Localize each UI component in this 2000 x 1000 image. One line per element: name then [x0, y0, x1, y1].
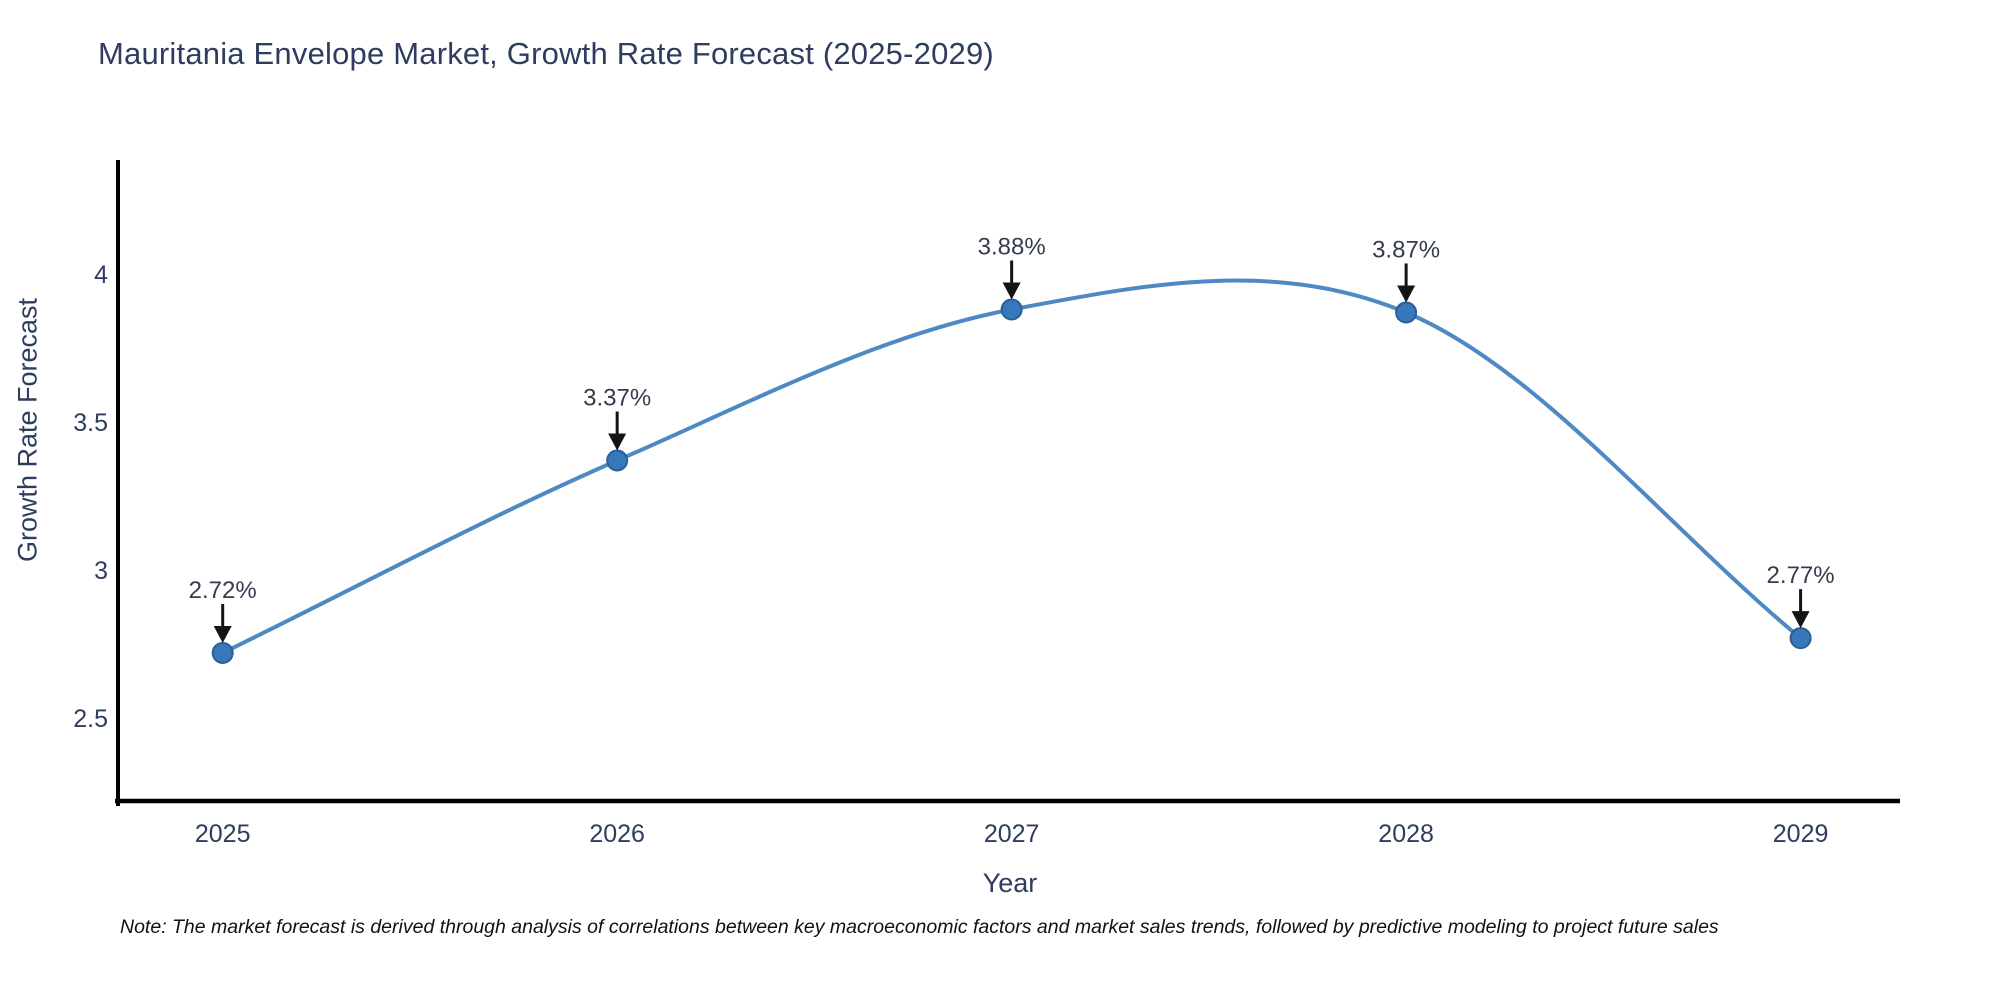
- annotation-arrow-head: [1397, 285, 1416, 303]
- data-point-2026: [606, 449, 629, 472]
- annotation-label-2028: 3.87%: [1372, 236, 1440, 263]
- trend-line: [220, 278, 1803, 655]
- annotation-arrow-head: [213, 625, 232, 643]
- footnote-container: Note: The market forecast is derived thr…: [0, 916, 2000, 939]
- data-point-2029: [1789, 627, 1812, 650]
- y-tick-label: 3: [94, 557, 108, 585]
- y-tick-label: 3.5: [73, 409, 108, 437]
- x-axis-title: Year: [982, 868, 1038, 898]
- y-tick-label: 4: [94, 261, 108, 289]
- chart-title: Mauritania Envelope Market, Growth Rate …: [98, 36, 994, 71]
- annotation-arrow-head: [1791, 611, 1810, 629]
- annotation-label-2027: 3.88%: [978, 234, 1046, 261]
- data-point-2028: [1395, 301, 1418, 324]
- annotation-label-2026: 3.37%: [583, 384, 651, 411]
- x-tick-label: 2026: [589, 820, 645, 848]
- x-tick-label: 2028: [1378, 820, 1434, 848]
- annotation-label-2029: 2.77%: [1767, 562, 1835, 589]
- x-tick-label: 2025: [195, 820, 251, 848]
- annotation-arrow-head: [608, 433, 627, 451]
- annotation-label-2025: 2.72%: [189, 577, 257, 604]
- x-tick-label: 2029: [1773, 820, 1829, 848]
- footnote: Note: The market forecast is derived thr…: [120, 916, 1719, 938]
- annotation-arrow-head: [1002, 282, 1021, 300]
- y-tick-label: 2.5: [73, 705, 108, 733]
- data-point-2025: [211, 641, 234, 664]
- data-point-2027: [1000, 298, 1023, 321]
- x-tick-label: 2027: [984, 820, 1040, 848]
